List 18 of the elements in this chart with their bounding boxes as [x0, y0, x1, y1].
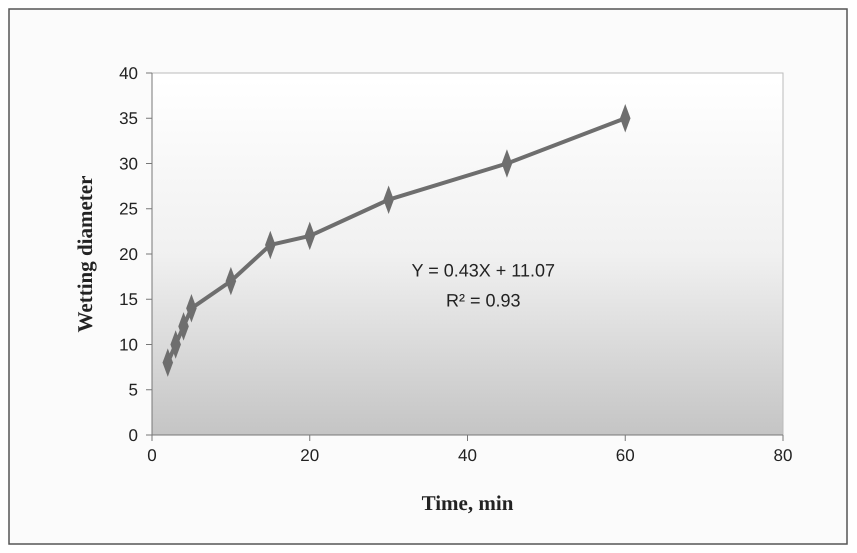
y-tick-label: 5 — [128, 380, 138, 400]
y-tick-label: 25 — [119, 200, 138, 219]
y-tick-label: 20 — [119, 244, 138, 264]
y-tick-label: 40 — [119, 64, 138, 83]
annotation: Y = 0.43X + 11.07 — [412, 260, 556, 281]
y-axis-title: Wetting diameter — [73, 176, 97, 332]
y-tick-label: 30 — [119, 154, 138, 174]
x-tick-label: 40 — [458, 446, 477, 465]
x-tick-label: 60 — [616, 446, 635, 465]
annotation: R² = 0.93 — [446, 290, 521, 311]
y-tick-label: 35 — [119, 109, 138, 128]
x-tick-label: 20 — [300, 446, 320, 465]
y-tick-label: 10 — [119, 335, 138, 354]
x-tick-label: 0 — [147, 446, 157, 465]
x-axis-title: Time, min — [422, 491, 514, 515]
y-tick-label: 0 — [128, 426, 138, 445]
y-tick-label: 15 — [119, 290, 138, 310]
x-tick-label: 80 — [774, 446, 792, 465]
